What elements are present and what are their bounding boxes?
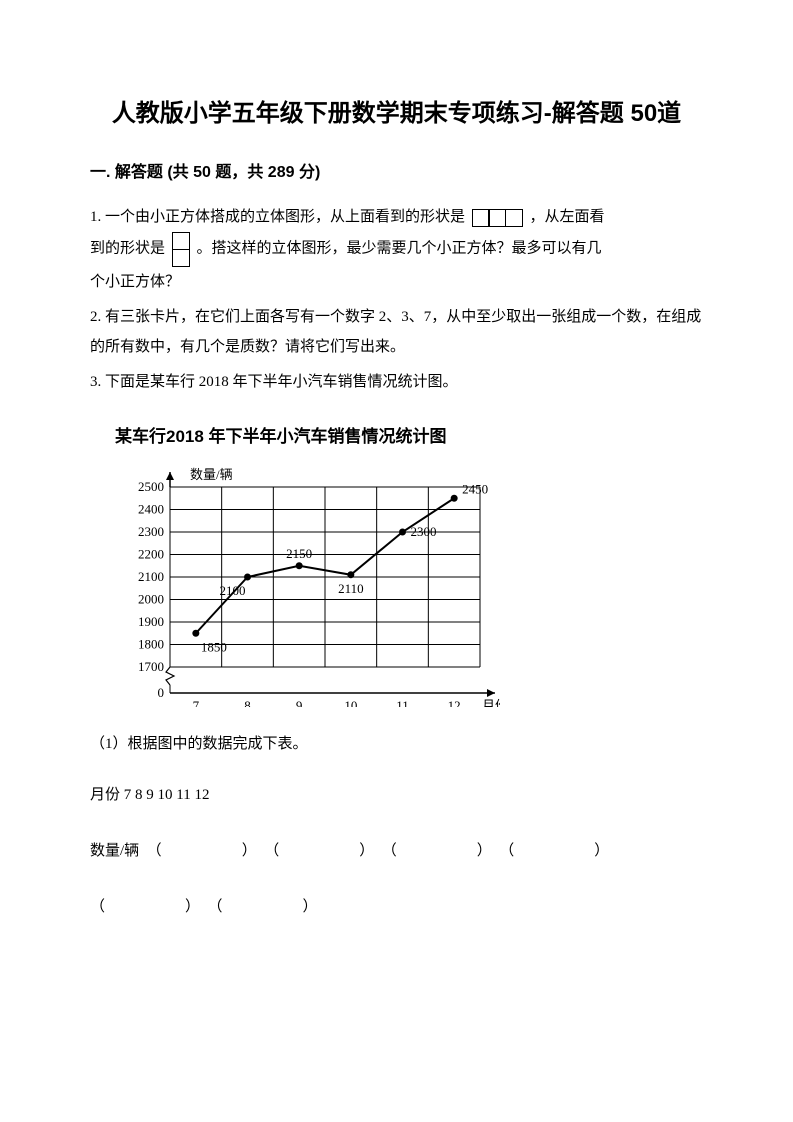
blank-field: （） [499, 839, 609, 860]
svg-text:1700: 1700 [138, 659, 164, 674]
q1-part5: 个小正方体？ [90, 274, 180, 290]
q1-part4: 。搭这样的立体图形，最少需要几个小正方体？最多可以有几 [197, 241, 602, 257]
svg-text:2200: 2200 [138, 546, 164, 561]
data-label: 数量/辆 [90, 843, 139, 859]
svg-text:1850: 1850 [201, 639, 227, 654]
svg-text:2000: 2000 [138, 591, 164, 606]
line-chart: 1700 1800 1900 2000 2100 2200 2300 2400 2500 0 7 8 9… [110, 462, 500, 707]
chart-title: 某车行2018 年下半年小汽车销售情况统计图 [115, 422, 703, 447]
svg-text:2100: 2100 [138, 569, 164, 584]
svg-text:月份: 月份 [482, 698, 500, 707]
svg-text:0: 0 [158, 685, 165, 700]
sub-question-1: （1）根据图中的数据完成下表。 [90, 732, 703, 753]
blank-field: （） [147, 839, 257, 860]
question-1: 1. 一个由小正方体搭成的立体图形，从上面看到的形状是 ，从左面看 到的形状是 … [90, 202, 703, 297]
section-header: 一. 解答题 (共 50 题，共 289 分) [90, 158, 703, 182]
svg-text:12: 12 [448, 698, 461, 707]
chart-container: 某车行2018 年下半年小汽车销售情况统计图 1700 1800 1900 2000 2… [110, 422, 703, 707]
svg-text:1800: 1800 [138, 636, 164, 651]
blank-field: （） [382, 839, 492, 860]
svg-text:2300: 2300 [138, 524, 164, 539]
svg-text:2300: 2300 [411, 524, 437, 539]
svg-text:2450: 2450 [462, 481, 488, 496]
svg-text:2500: 2500 [138, 479, 164, 494]
q1-part1: 1. 一个由小正方体搭成的立体图形，从上面看到的形状是 [90, 209, 465, 225]
blank-field: （） [208, 895, 318, 916]
question-2: 2. 有三张卡片，在它们上面各写有一个数字 2、3、7，从中至少取出一张组成一个… [90, 302, 703, 362]
svg-text:1900: 1900 [138, 614, 164, 629]
top-view-boxes [472, 209, 523, 227]
table-header-row: 月份 7 8 9 10 11 12 [90, 783, 703, 804]
q1-part2: ，从左面看 [530, 209, 605, 225]
svg-text:10: 10 [344, 698, 357, 707]
svg-text:2400: 2400 [138, 501, 164, 516]
svg-text:11: 11 [396, 698, 409, 707]
page-title: 人教版小学五年级下册数学期末专项练习-解答题 50道 [90, 95, 703, 133]
svg-text:8: 8 [244, 698, 251, 707]
question-3: 3. 下面是某车行 2018 年下半年小汽车销售情况统计图。 [90, 367, 703, 397]
blank-field: （） [264, 839, 374, 860]
blank-field: （） [90, 895, 200, 916]
svg-text:2110: 2110 [338, 581, 364, 596]
left-view-boxes [172, 232, 190, 267]
svg-text:9: 9 [296, 698, 303, 707]
data-row-2: （） （） [90, 895, 703, 916]
svg-text:7: 7 [193, 698, 200, 707]
svg-text:2100: 2100 [220, 583, 246, 598]
svg-text:2150: 2150 [286, 546, 312, 561]
svg-text:数量/辆: 数量/辆 [190, 467, 233, 482]
q1-part3: 到的形状是 [90, 241, 165, 257]
data-row-1: 数量/辆 （） （） （） （） [90, 839, 703, 860]
